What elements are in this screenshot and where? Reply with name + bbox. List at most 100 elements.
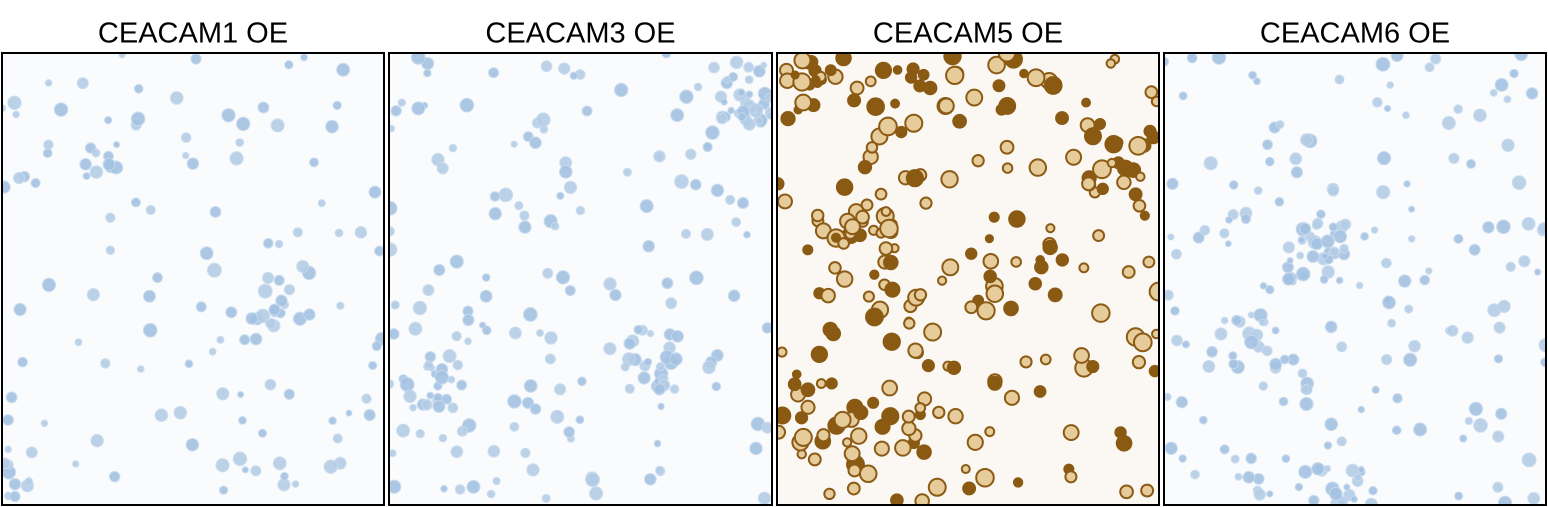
- cell: [1166, 177, 1179, 191]
- cell: [1501, 138, 1515, 152]
- cell: [1464, 416, 1474, 426]
- cell: [526, 463, 540, 477]
- cell: [793, 53, 812, 70]
- cell: [890, 98, 901, 109]
- cell: [1170, 306, 1180, 316]
- cell: [522, 307, 538, 322]
- cell: [489, 191, 501, 202]
- cell: [1493, 321, 1506, 334]
- cell: [1355, 281, 1364, 290]
- cell: [883, 254, 899, 271]
- cell: [448, 143, 458, 153]
- cell: [328, 416, 337, 425]
- cell: [737, 112, 747, 122]
- panel-border: [1, 52, 385, 506]
- cell: [389, 124, 396, 133]
- cell: [563, 180, 578, 195]
- cell: [53, 102, 69, 117]
- cell: [519, 210, 530, 221]
- cell: [1323, 441, 1333, 450]
- cell: [1419, 274, 1431, 286]
- cell: [518, 220, 532, 234]
- cell: [332, 433, 343, 444]
- cell: [850, 427, 868, 445]
- micrograph-bg: [1164, 53, 1546, 505]
- cell: [903, 317, 916, 330]
- cell: [1128, 187, 1143, 202]
- cell: [847, 463, 862, 478]
- cell: [544, 331, 558, 345]
- cell: [136, 365, 145, 373]
- cell: [488, 67, 500, 79]
- cell: [1047, 287, 1063, 303]
- cell: [300, 53, 309, 62]
- cell: [1357, 405, 1366, 414]
- cell: [544, 353, 556, 365]
- cell: [901, 409, 916, 424]
- cell: [292, 227, 303, 238]
- cell: [1495, 407, 1508, 420]
- cell: [268, 303, 281, 316]
- cell: [520, 447, 531, 459]
- cell: [1202, 359, 1216, 373]
- cell: [541, 493, 551, 503]
- cell: [822, 321, 839, 338]
- cell: [216, 335, 225, 344]
- cell: [1282, 241, 1295, 254]
- cell: [743, 61, 755, 73]
- cell: [1206, 345, 1218, 358]
- cell: [685, 148, 697, 160]
- cell: [1062, 424, 1080, 442]
- cell: [569, 71, 579, 81]
- cell: [1266, 490, 1274, 498]
- cell: [816, 428, 831, 443]
- cell: [1518, 255, 1531, 268]
- cell: [723, 75, 731, 84]
- cell: [1540, 357, 1546, 368]
- cell: [265, 317, 277, 330]
- cell: [727, 106, 735, 115]
- cell: [1012, 477, 1024, 488]
- cell: [1468, 243, 1481, 256]
- cell: [1259, 281, 1268, 290]
- cell: [1135, 171, 1146, 182]
- cell: [575, 205, 586, 216]
- cell: [983, 269, 997, 284]
- cell: [274, 239, 284, 249]
- cell: [1274, 196, 1285, 207]
- cell: [577, 376, 587, 387]
- cell: [581, 105, 593, 117]
- cell: [1225, 216, 1233, 224]
- cell: [1039, 353, 1052, 366]
- cell: [906, 62, 920, 76]
- cell: [858, 464, 878, 484]
- cell: [1324, 320, 1338, 334]
- cell: [1228, 358, 1239, 370]
- cell: [966, 433, 984, 451]
- cell: [368, 185, 382, 199]
- cell: [865, 307, 884, 327]
- cell: [964, 300, 979, 315]
- cell: [661, 277, 674, 290]
- cell: [947, 408, 964, 425]
- cell: [510, 140, 518, 148]
- cell: [1299, 396, 1314, 412]
- cell: [905, 169, 924, 188]
- cell: [225, 306, 238, 319]
- cell: [363, 408, 376, 422]
- cell: [239, 334, 251, 346]
- cell: [1144, 85, 1159, 100]
- cell: [1300, 133, 1314, 147]
- cell: [1494, 77, 1509, 92]
- cell: [1316, 209, 1326, 220]
- cell: [643, 357, 653, 367]
- cell: [702, 360, 716, 375]
- cell: [441, 393, 453, 405]
- cell: [529, 403, 542, 415]
- cell: [25, 446, 38, 459]
- cell: [257, 428, 268, 438]
- cell: [835, 270, 854, 288]
- cell: [1224, 240, 1232, 248]
- cell: [1497, 495, 1513, 505]
- cell: [708, 61, 720, 74]
